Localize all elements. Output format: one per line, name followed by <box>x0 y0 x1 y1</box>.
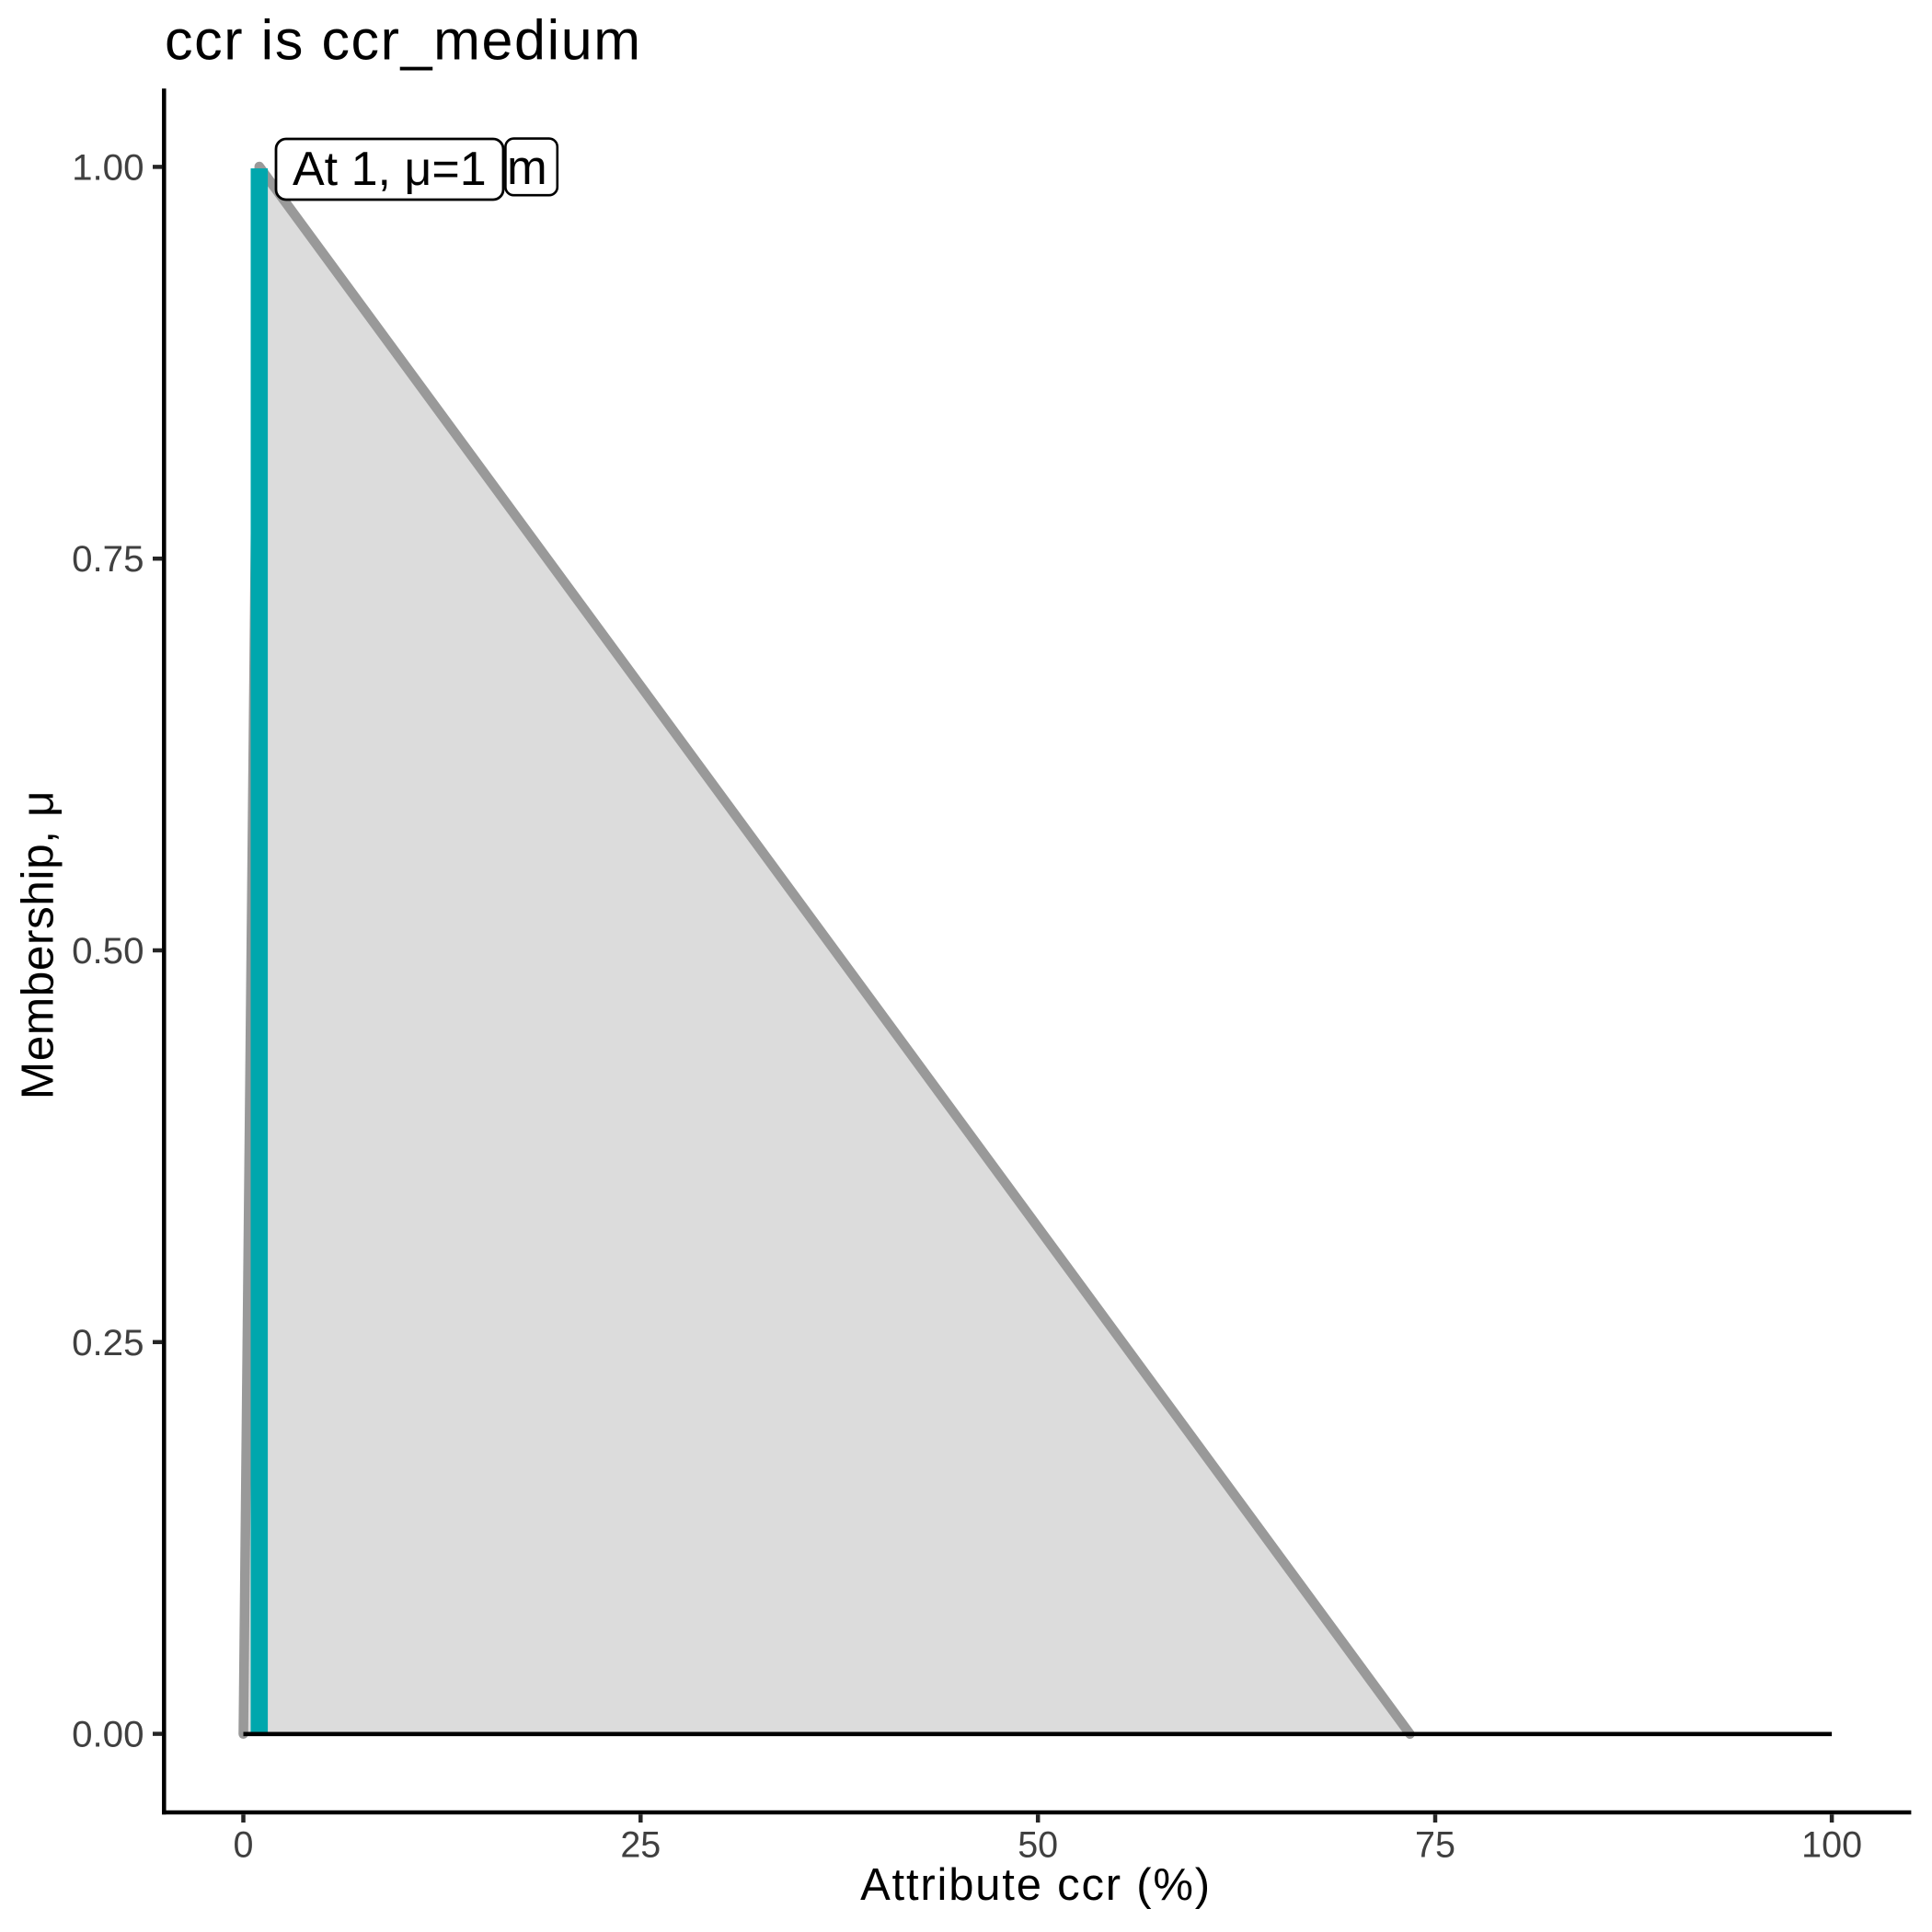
svg-text:ccr is ccr_medium: ccr is ccr_medium <box>165 9 642 72</box>
svg-text:75: 75 <box>1415 1825 1455 1866</box>
svg-text:0.00: 0.00 <box>72 1714 144 1755</box>
svg-text:Membership, μ: Membership, μ <box>12 790 63 1099</box>
svg-text:0.75: 0.75 <box>72 538 144 580</box>
svg-text:m: m <box>507 141 547 195</box>
svg-text:Attribute ccr (%): Attribute ccr (%) <box>860 1860 1212 1910</box>
svg-text:0.50: 0.50 <box>72 930 144 972</box>
svg-text:100: 100 <box>1801 1825 1862 1866</box>
svg-text:0.25: 0.25 <box>72 1322 144 1363</box>
svg-text:25: 25 <box>620 1825 661 1866</box>
svg-text:0: 0 <box>234 1825 254 1866</box>
svg-text:50: 50 <box>1018 1825 1058 1866</box>
svg-text:At 1, μ=1: At 1, μ=1 <box>293 143 487 196</box>
svg-text:1.00: 1.00 <box>72 146 144 188</box>
